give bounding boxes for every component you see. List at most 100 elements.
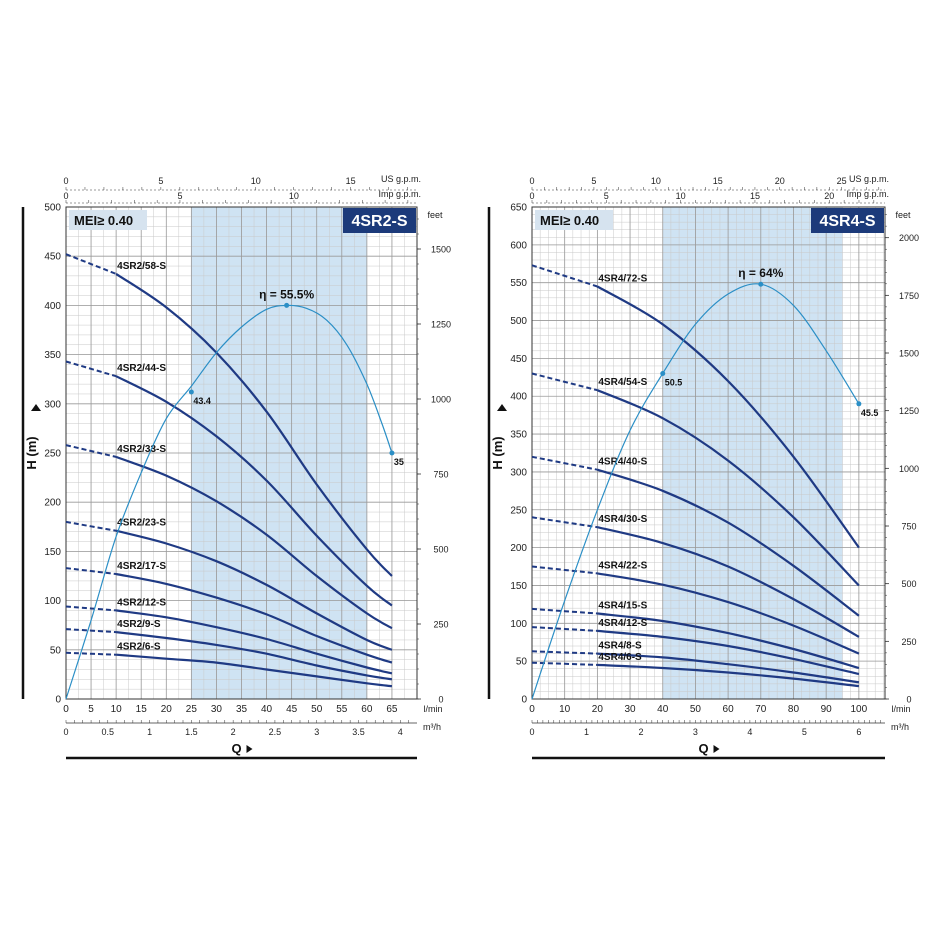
us-tick-label: 10 [651, 176, 661, 186]
x-axis-title: Q [231, 741, 241, 756]
x-tick-label: 80 [788, 704, 800, 715]
chart-title: 4SR2-S [351, 213, 407, 230]
pump-model-label: 4SR4/15-S [598, 600, 647, 611]
y-tick-label: 150 [44, 547, 61, 558]
feet-tick-label: 500 [433, 545, 448, 555]
mei-label: MEI≥ 0.40 [74, 213, 133, 228]
imp-unit-label: Imp g.p.m. [846, 189, 889, 199]
m3h-tick-label: 1.5 [185, 727, 198, 737]
x-unit-label: l/min [891, 704, 910, 714]
efficiency-point [660, 371, 666, 377]
chart-2: 0501001502002503003504004505005506006500… [487, 174, 919, 760]
x-tick-label: 20 [592, 704, 604, 715]
pump-curve-dashed [65, 253, 117, 275]
y-tick-label: 200 [510, 543, 527, 554]
pump-curve-dashed [531, 372, 598, 392]
pump-model-label: 4SR2/12-S [117, 597, 166, 608]
y-tick-label: 300 [510, 467, 527, 478]
pump-model-label: 4SR2/6-S [117, 642, 161, 653]
pump-curve-dashed [65, 628, 117, 634]
pump-curve [597, 629, 860, 676]
pump-model-label: 4SR2/9-S [117, 619, 161, 630]
pump-model-label: 4SR4/30-S [598, 514, 647, 525]
pump-curve-dashed [65, 520, 117, 532]
pump-curve-dashed [531, 607, 598, 615]
m3h-tick-label: 0 [529, 727, 534, 737]
pump-curve-dashed [65, 360, 117, 378]
y-tick-label: 450 [510, 354, 527, 365]
x-tick-label: 50 [690, 704, 702, 715]
imp-tick-label: 5 [177, 191, 182, 201]
us-unit-label: US g.p.m. [381, 174, 421, 184]
x-tick-label: 65 [386, 704, 398, 715]
y-axis-title: H (m) [24, 436, 39, 469]
feet-unit-label: feet [895, 210, 911, 220]
efficiency-label: η = 55.5% [259, 287, 314, 301]
pump-model-label: 4SR4/40-S [598, 457, 647, 468]
m3h-tick-label: 0.5 [102, 727, 115, 737]
pump-model-label: 4SR4/22-S [598, 560, 647, 571]
y-tick-label: 100 [44, 596, 61, 607]
y-tick-label: 50 [50, 645, 62, 656]
x-tick-label: 45 [286, 704, 298, 715]
feet-tick-label: 1750 [899, 291, 919, 301]
y-tick-label: 50 [516, 657, 528, 668]
pump-curve [597, 652, 860, 684]
y-tick-label: 250 [44, 449, 61, 460]
m3h-tick-label: 2 [231, 727, 236, 737]
m3h-tick-label: 6 [856, 727, 861, 737]
pump-curve-dashed [531, 516, 598, 529]
x-axis-arrow [713, 745, 720, 753]
x-tick-label: 100 [851, 704, 868, 715]
x-tick-label: 70 [755, 704, 767, 715]
y-tick-label: 350 [510, 430, 527, 441]
imp-tick-label: 10 [676, 191, 686, 201]
pump-curve [597, 468, 860, 617]
pump-curve [115, 572, 393, 664]
x-tick-label: 25 [186, 704, 198, 715]
feet-tick-label: 750 [433, 470, 448, 480]
feet-tick-label: 1000 [899, 464, 919, 474]
us-tick-label: 25 [837, 176, 847, 186]
pump-curve-dashed [531, 455, 598, 471]
x-tick-label: 60 [361, 704, 373, 715]
imp-tick-label: 20 [824, 191, 834, 201]
x-tick-label: 30 [624, 704, 636, 715]
pump-model-label: 4SR4/54-S [598, 377, 647, 388]
m3h-unit-label: m³/h [891, 722, 909, 732]
mei-box [535, 210, 613, 230]
efficiency-curve [65, 304, 393, 700]
x-axis-title: Q [698, 741, 708, 756]
us-tick-label: 0 [63, 176, 68, 186]
us-tick-label: 20 [775, 176, 785, 186]
pump-curve [115, 272, 393, 577]
major-grid [531, 206, 885, 700]
x-tick-label: 90 [821, 704, 833, 715]
imp-tick-label: 0 [529, 191, 534, 201]
feet-tick-label: 1500 [431, 245, 451, 255]
x-tick-label: 30 [211, 704, 223, 715]
model-badge [811, 208, 884, 233]
pump-curve [115, 631, 393, 681]
feet-tick-label: 250 [901, 637, 916, 647]
us-tick-label: 5 [158, 176, 163, 186]
feet-tick-label: 1000 [431, 395, 451, 405]
pump-curve-dashed [65, 651, 117, 656]
m3h-tick-label: 4 [747, 727, 752, 737]
y-tick-label: 450 [44, 252, 61, 263]
mei-label: MEI≥ 0.40 [540, 213, 599, 228]
pump-curve-dashed [531, 626, 598, 632]
feet-tick-label: 1250 [431, 320, 451, 330]
x-unit-label: l/min [423, 704, 442, 714]
pump-curve [596, 389, 860, 587]
m3h-tick-label: 3 [693, 727, 698, 737]
pump-model-label: 4SR4/8-S [598, 641, 642, 652]
feet-tick-label: 500 [901, 579, 916, 589]
efficiency-curve [531, 283, 860, 700]
us-tick-label: 10 [251, 176, 261, 186]
m3h-tick-label: 1 [147, 727, 152, 737]
feet-tick-label: 2000 [899, 233, 919, 243]
m3h-tick-label: 2.5 [269, 727, 282, 737]
y-axis-arrow [497, 404, 507, 411]
